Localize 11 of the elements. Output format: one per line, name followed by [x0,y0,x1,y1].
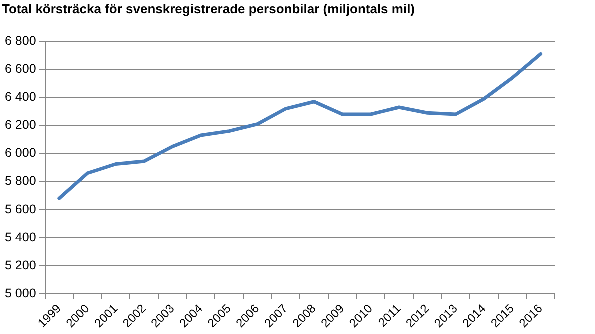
y-tick-label: 6 600 [5,62,36,76]
y-tick-label: 6 800 [5,34,36,48]
y-tick-label: 5 000 [5,286,36,300]
y-tick-label: 6 400 [5,90,36,104]
y-tick-label: 6 000 [5,146,36,160]
y-tick-label: 5 800 [5,174,36,188]
chart-title: Total körsträcka för svenskregistrerade personbilar (miljontals mil) [2,1,416,16]
y-tick-label: 6 200 [5,118,36,132]
y-tick-label: 5 200 [5,258,36,272]
y-tick-label: 5 400 [5,230,36,244]
y-tick-label: 5 600 [5,202,36,216]
